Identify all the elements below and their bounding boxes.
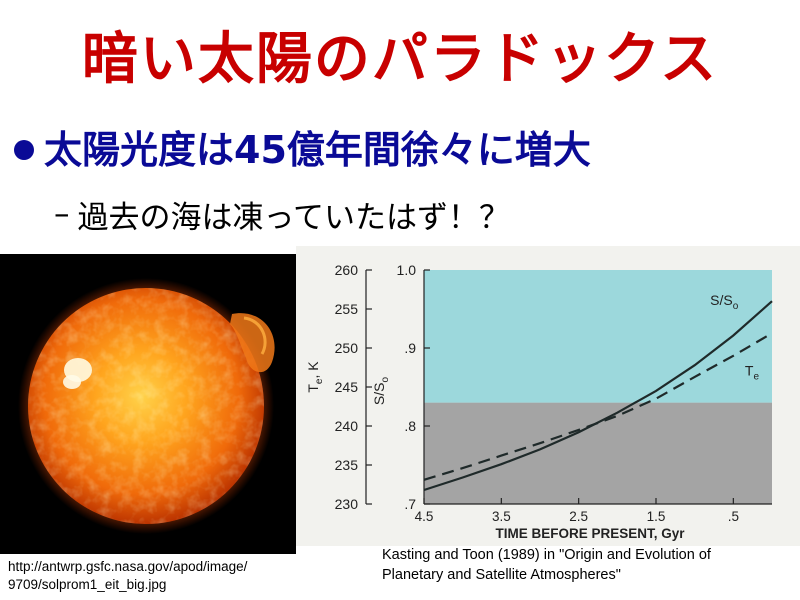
x-tick-label: 2.5 <box>569 509 588 524</box>
right-axis: 1.0 .9 .8 .7 <box>397 262 430 512</box>
sub-bullet-text: 過去の海は凍っていたはず！？ <box>77 199 510 236</box>
chart-caption-line2: Planetary and Satellite Atmospheres" <box>382 567 621 583</box>
unfrozen-region <box>424 270 772 403</box>
right-tick-label: .7 <box>404 496 416 512</box>
x-tick-label: 4.5 <box>415 509 434 524</box>
right-tick-label: 1.0 <box>397 262 417 278</box>
sub-bullet: – 過去の海は凍っていたはず！？ <box>54 192 510 236</box>
y-axis-label-left: Te, K <box>305 361 325 393</box>
series-label-s-so: S/So <box>710 292 739 312</box>
series-line-te <box>423 332 773 481</box>
chart-caption-line1: Kasting and Toon (1989) in "Origin and E… <box>382 547 711 563</box>
bullet-dot-icon <box>14 140 34 160</box>
photo-caption-line2: 9709/solprom1_eit_big.jpg <box>8 577 167 592</box>
main-bullet-text: 太陽光度は45億年間徐々に増大 <box>44 128 591 172</box>
left-tick-label: 255 <box>335 301 359 317</box>
main-bullet: 太陽光度は45億年間徐々に増大 <box>14 122 591 178</box>
left-tick-label: 250 <box>335 340 359 356</box>
left-tick-label: 260 <box>335 262 359 278</box>
left-axis: 260 255 250 245 240 235 230 <box>335 262 372 512</box>
slide-title: 暗い太陽のパラドックス <box>81 27 719 92</box>
prominence-shape <box>230 313 275 373</box>
y-axis-label-right: S/So <box>371 376 391 405</box>
left-tick-label: 230 <box>335 496 359 512</box>
series-line-s-so <box>423 300 773 492</box>
right-tick-label: .9 <box>404 340 416 356</box>
x-axis-label: TIME BEFORE PRESENT, Gyr <box>495 526 685 541</box>
luminosity-chart: 260 255 250 245 240 235 230 1.0 .9 .8 .7 4.5 3.5 2.… <box>296 246 800 546</box>
x-tick-label: 1.5 <box>647 509 666 524</box>
frozen-region <box>424 402 772 504</box>
sub-bullet-dash: – <box>54 196 70 232</box>
chart-caption: Kasting and Toon (1989) in "Origin and E… <box>382 545 798 585</box>
photo-caption-line1: http://antwrp.gsfc.nasa.gov/apod/image/ <box>8 559 248 574</box>
series-label-te: Te <box>745 362 760 382</box>
x-axis: 4.5 3.5 2.5 1.5 .5 <box>415 498 772 524</box>
left-tick-label: 245 <box>335 379 359 395</box>
x-tick-label: .5 <box>728 509 739 524</box>
x-tick-label: 3.5 <box>492 509 511 524</box>
right-tick-label: .8 <box>404 418 416 434</box>
chart-svg: 260 255 250 245 240 235 230 1.0 .9 .8 .7 4.5 3.5 2.… <box>305 262 773 541</box>
left-tick-label: 240 <box>335 418 359 434</box>
series-group <box>423 300 773 492</box>
photo-caption: http://antwrp.gsfc.nasa.gov/apod/image/ … <box>8 558 308 594</box>
left-tick-label: 235 <box>335 457 359 473</box>
sun-image <box>0 254 296 554</box>
sun-photo <box>0 254 296 554</box>
